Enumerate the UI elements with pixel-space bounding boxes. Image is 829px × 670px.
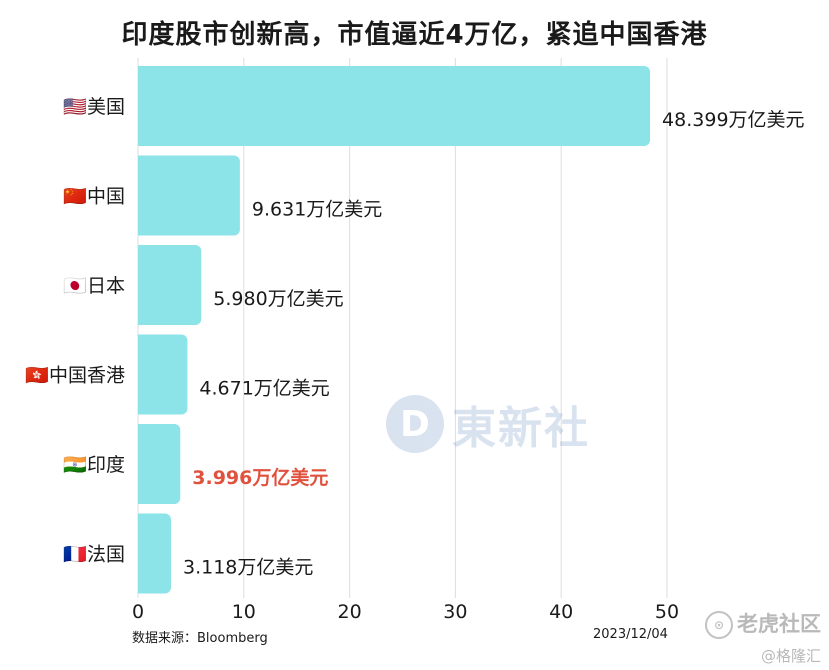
category-labels: 🇺🇸美国 🇨🇳中国 🇯🇵日本 🇭🇰中国香港 🇮🇳印度 🇫🇷法国	[25, 96, 125, 566]
bars	[138, 66, 651, 594]
bar-base-中国	[138, 155, 146, 236]
category-label-法国: 🇫🇷法国	[63, 544, 125, 566]
value-label-中国香港: 4.671万亿美元	[199, 378, 329, 400]
chart-title: 印度股市创新高，市值逼近4万亿，紧追中国香港	[121, 20, 708, 50]
date-note: 2023/12/04	[593, 627, 668, 642]
x-tick-30: 30	[443, 601, 467, 623]
source-note: 数据来源：Bloomberg	[132, 631, 268, 646]
category-label-中国香港: 🇭🇰中国香港	[25, 365, 125, 387]
bar-美国	[138, 66, 651, 146]
bar-中国	[138, 155, 240, 236]
bar-base-法国	[138, 513, 146, 594]
watermark-logo-icon: D	[386, 395, 444, 453]
bar-中国香港	[138, 334, 188, 415]
value-label-中国: 9.631万亿美元	[252, 199, 382, 221]
watermark-text: 東新社	[452, 403, 590, 454]
x-tick-10: 10	[232, 601, 256, 623]
category-label-日本: 🇯🇵日本	[63, 275, 125, 297]
value-label-印度: 3.996万亿美元	[192, 466, 328, 489]
category-label-美国: 🇺🇸美国	[63, 96, 125, 118]
value-label-日本: 5.980万亿美元	[213, 288, 343, 310]
bar-日本	[138, 245, 202, 325]
bar-base-日本	[138, 245, 146, 325]
value-label-美国: 48.399万亿美元	[662, 109, 804, 131]
x-tick-40: 40	[549, 601, 573, 623]
bar-法国	[138, 513, 171, 594]
value-label-法国: 3.118万亿美元	[183, 557, 313, 579]
bar-base-美国	[138, 66, 146, 146]
grid-lines	[137, 58, 668, 598]
watermark: D 東新社	[386, 392, 590, 456]
x-tick-0: 0	[132, 601, 144, 623]
x-tick-20: 20	[338, 601, 362, 623]
x-tick-50: 50	[655, 601, 679, 623]
x-tick-labels: 0 10 20 30 40 50	[132, 601, 679, 623]
category-label-印度: 🇮🇳印度	[63, 454, 125, 476]
value-labels: 48.399万亿美元 9.631万亿美元 5.980万亿美元 4.671万亿美元 3.9…	[183, 109, 805, 579]
corner-watermark: ⊙ 老虎社区	[705, 608, 821, 639]
tiger-icon: ⊙	[705, 611, 733, 639]
bar-base-中国香港	[138, 334, 146, 415]
category-label-中国: 🇨🇳中国	[63, 186, 125, 208]
corner-text: 老虎社区	[737, 612, 821, 636]
corner-sub: @格隆汇	[760, 647, 821, 665]
bar-印度	[138, 424, 181, 504]
bar-base-印度	[138, 424, 146, 504]
